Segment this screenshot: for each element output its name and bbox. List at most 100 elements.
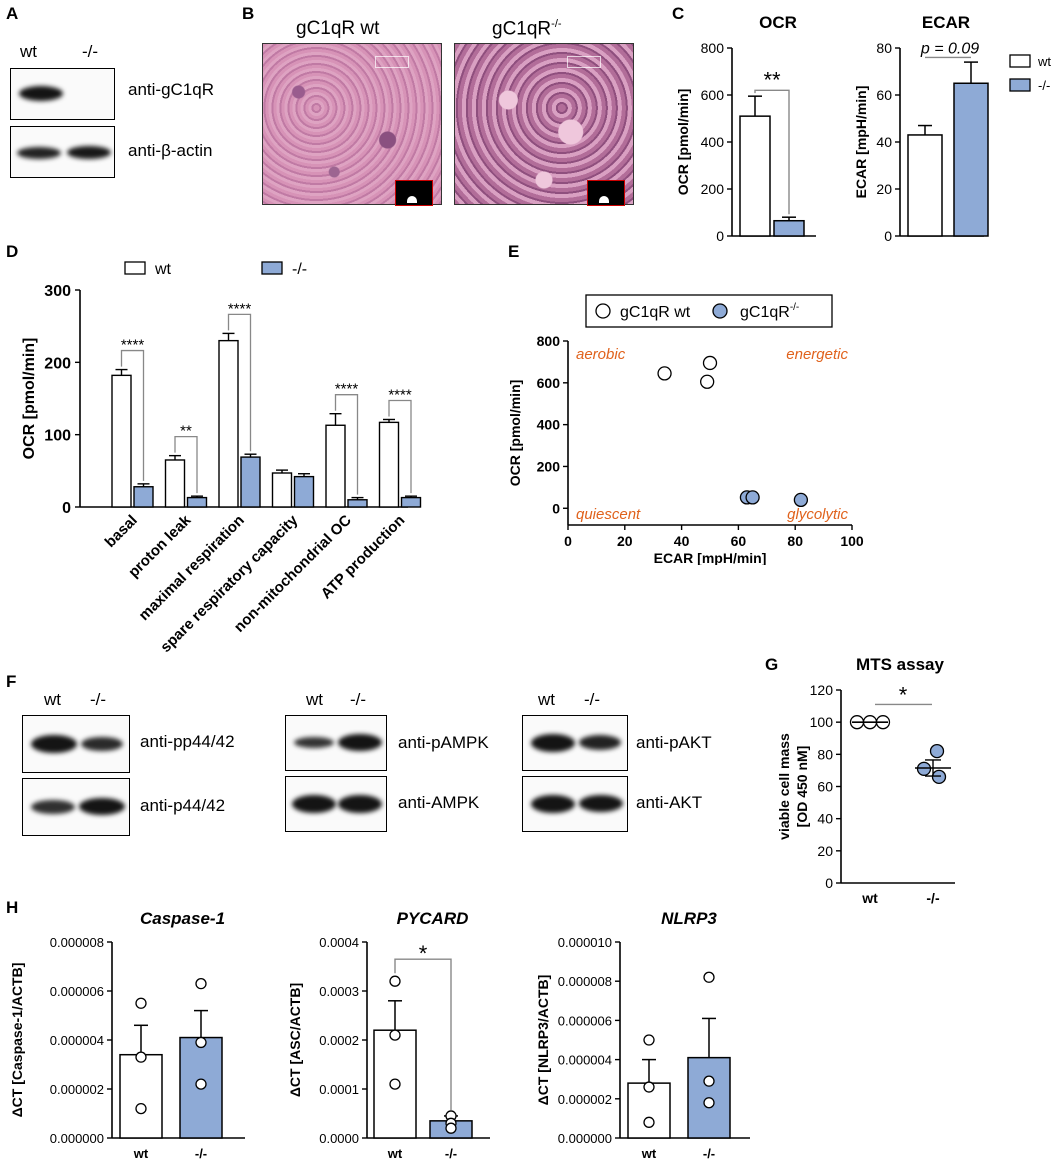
legend-swatch: [1009, 78, 1031, 92]
panel-label-c: C: [672, 4, 685, 23]
western-blot-actin: [10, 126, 115, 178]
blot-label-p44-42: anti-p44/42: [140, 796, 226, 815]
lane-label-ko: -/-: [584, 690, 601, 709]
panel-label-f: F: [6, 672, 17, 691]
significance-marker: **: [180, 423, 192, 440]
y-tick-label: 0.000004: [50, 1033, 104, 1048]
x-tick-label: 40: [674, 533, 690, 549]
data-point: [700, 374, 715, 389]
bar: [133, 486, 154, 508]
y-tick-label: 20: [876, 181, 892, 197]
western-blot-pampk: [285, 715, 387, 771]
y-tick-label: 200: [701, 181, 725, 197]
y-tick-label: 0.0004: [319, 935, 359, 950]
micrograph-wt: [262, 43, 442, 206]
y-axis-label: OCR [pmol/min]: [21, 338, 38, 460]
x-tick-label: -/-: [195, 1146, 207, 1160]
y-tick-label: 0: [716, 228, 724, 244]
y-axis-label: ΔCT [ASC/ACTB]: [287, 983, 303, 1097]
data-point: [657, 366, 672, 381]
significance-marker: ****: [121, 337, 145, 354]
y-tick-label: 0: [825, 875, 833, 891]
bar: [218, 339, 239, 508]
y-tick-label: 0.000008: [50, 935, 104, 950]
lane-label-ko: -/-: [82, 42, 99, 61]
quadrant-label: quiescent: [576, 506, 641, 523]
y-tick-label: 0.000006: [50, 984, 104, 999]
lane-label-wt: wt: [538, 690, 555, 709]
chart-title: ECAR: [922, 13, 970, 32]
quadrant-label: glycolytic: [787, 506, 848, 523]
panel-label-h: H: [6, 898, 19, 917]
bar: [164, 459, 186, 508]
histogram-inset-icon: [395, 180, 433, 206]
y-tick-label: 0.0002: [319, 1033, 359, 1048]
y-tick-label: 60: [817, 779, 833, 795]
significance-marker: *: [419, 941, 428, 966]
legend-box: [585, 294, 833, 328]
x-tick-label: -/-: [703, 1146, 715, 1160]
bar: [271, 472, 293, 508]
x-tick-label: 20: [617, 533, 633, 549]
panel-label-e: E: [508, 242, 520, 261]
western-blot-akt: [522, 776, 628, 832]
bar: [907, 134, 943, 237]
y-tick-label: 0: [884, 228, 892, 244]
lane-label-ko: -/-: [90, 690, 107, 709]
x-tick-label: 100: [840, 533, 864, 549]
lane-label-wt: wt: [20, 42, 37, 61]
bar: [953, 82, 989, 237]
chart-ocr: 0 200 400 600 800 OCR OCR [pmol/min] **: [675, 13, 816, 244]
legend-marker: [595, 303, 611, 319]
bar: [347, 499, 368, 508]
bar: [400, 496, 422, 508]
western-blot-p44-42: [22, 778, 130, 836]
y-axis-label: OCR [pmol/min]: [507, 380, 523, 487]
quadrant-label: aerobic: [576, 346, 626, 363]
data-point: [389, 1078, 401, 1090]
significance-marker: p = 0.09: [920, 40, 979, 57]
data-point: [195, 1078, 207, 1090]
significance-bracket: [334, 394, 359, 495]
data-point: [643, 1116, 655, 1128]
x-tick-label: 0: [564, 533, 572, 549]
data-point: [703, 971, 715, 983]
data-point: [135, 1051, 147, 1063]
y-tick-label: 0.0003: [319, 984, 359, 999]
western-blot-ampk: [285, 776, 387, 832]
chart-title: Caspase-1: [140, 909, 225, 928]
y-tick-label: 0.000004: [558, 1053, 612, 1068]
panel-label-d: D: [6, 242, 19, 261]
significance-bracket: [754, 89, 790, 215]
lane-label-ko: -/-: [350, 690, 367, 709]
significance-marker: ****: [335, 381, 359, 398]
legend-label: wt: [154, 261, 172, 278]
x-tick-label: wt: [641, 1146, 657, 1160]
data-point: [703, 1097, 715, 1109]
y-tick-label: 0.000010: [558, 935, 612, 950]
significance-marker: **: [763, 67, 781, 92]
y-tick-label: 80: [817, 746, 833, 762]
bar: [739, 115, 771, 237]
chart-title: MTS assay: [856, 655, 944, 674]
data-point: [389, 1029, 401, 1041]
x-tick-label: wt: [133, 1146, 149, 1160]
bar: [293, 475, 315, 508]
panel-label-b: B: [242, 4, 255, 23]
data-point: [745, 490, 760, 505]
chart-h-nlrp3: 0.000000 0.000002 0.000004 0.000006 0.000008…: [535, 909, 750, 1160]
chart-h: 0.000000 0.000002 0.000004 0.000006 0.000008…: [9, 909, 750, 1160]
y-tick-label: 800: [537, 333, 561, 349]
y-tick-label: 400: [537, 417, 561, 433]
blot-label-gc1qr: anti-gC1qR: [128, 80, 214, 99]
x-axis-label: ECAR [mpH/min]: [654, 550, 767, 565]
legend-label: -/-: [292, 261, 307, 278]
significance-marker: ****: [228, 300, 252, 317]
x-tick-label: 80: [787, 533, 803, 549]
chart-d: 0 100 200 300 OCR [pmol/min] wt -/- **** basal **…: [21, 261, 422, 656]
significance-bracket: [120, 349, 145, 481]
y-tick-label: 0.000008: [558, 974, 612, 989]
micrograph-ko: [454, 43, 634, 206]
y-tick-label: 0.0000: [319, 1131, 359, 1146]
significance-bracket: [394, 958, 452, 1110]
